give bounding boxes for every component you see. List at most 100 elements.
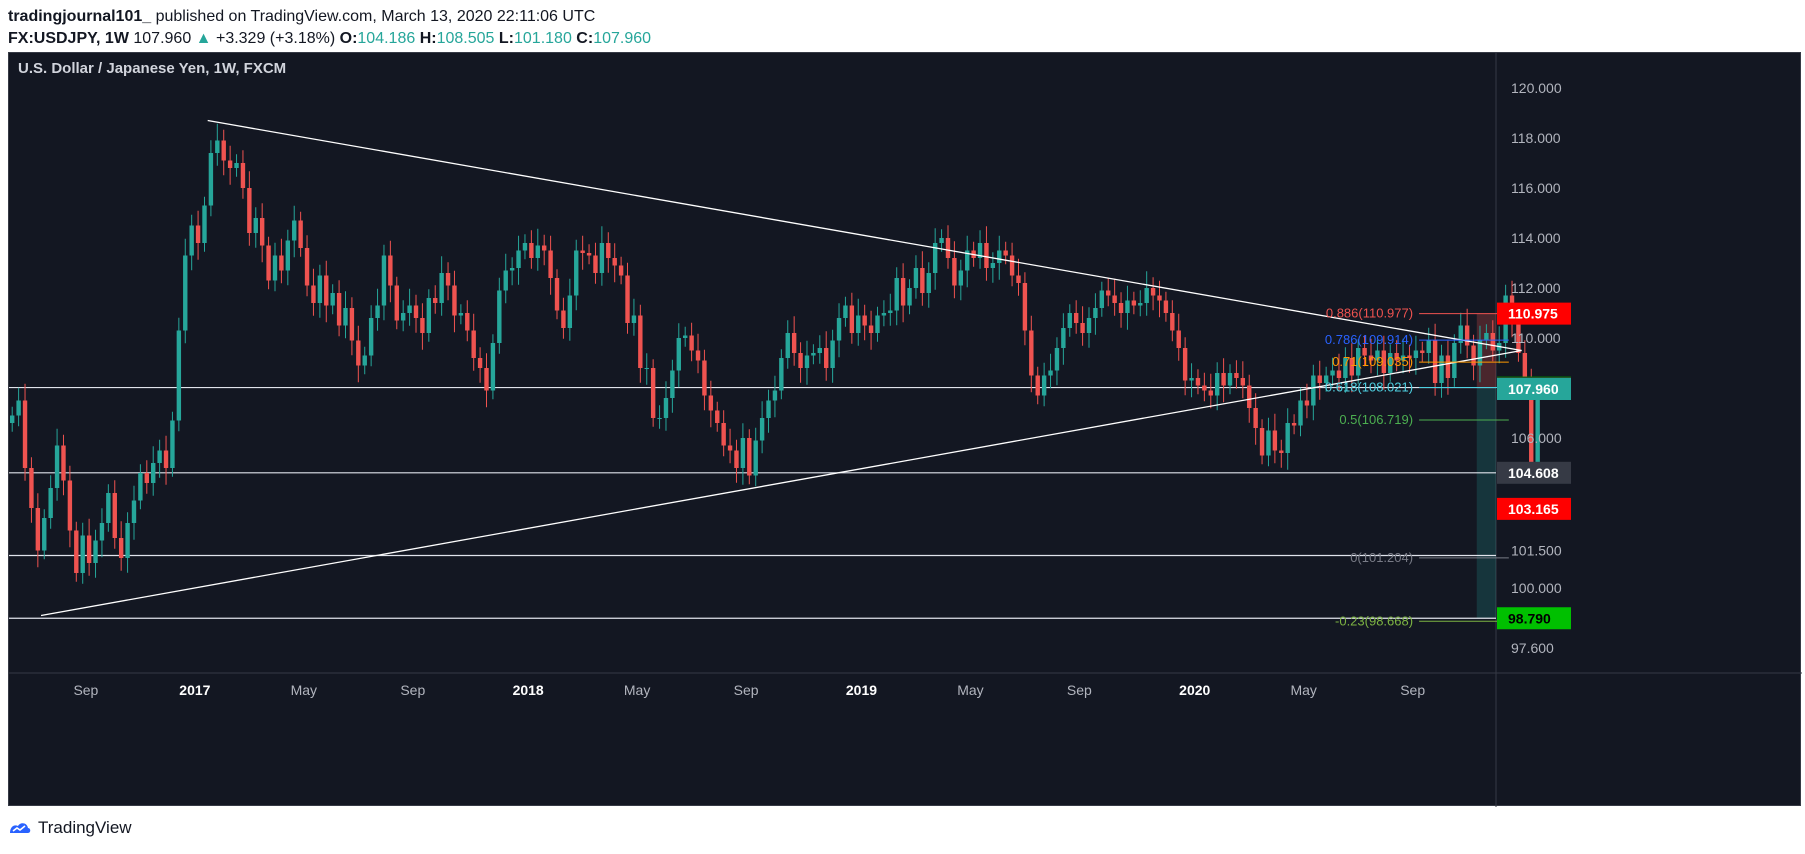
candle-body bbox=[785, 333, 790, 358]
candle-body bbox=[394, 285, 399, 321]
candle-body bbox=[1195, 378, 1201, 386]
open-value: 104.186 bbox=[357, 30, 416, 47]
publish-info: published on TradingView.com, March 13, … bbox=[155, 8, 596, 25]
x-tick-label: 2019 bbox=[846, 682, 877, 698]
candle-body bbox=[420, 318, 425, 333]
candle-body bbox=[1093, 308, 1098, 318]
candle-body bbox=[503, 270, 508, 291]
candle-body bbox=[791, 333, 797, 353]
candle-body bbox=[958, 270, 964, 286]
tradingview-logo-icon[interactable] bbox=[8, 820, 32, 836]
candle-body bbox=[407, 305, 412, 313]
fib-level-label: 0.5(106.719) bbox=[1339, 412, 1413, 427]
candle-body bbox=[202, 205, 207, 243]
candle-body bbox=[1016, 275, 1021, 283]
candle-body bbox=[574, 250, 579, 296]
candle-body bbox=[484, 368, 489, 391]
candle-body bbox=[1240, 378, 1246, 386]
candle-body bbox=[984, 243, 989, 268]
lower-triangle-line bbox=[40, 349, 1522, 617]
candle-body bbox=[689, 335, 694, 351]
candle-body bbox=[907, 288, 912, 306]
x-tick-label: May bbox=[957, 682, 983, 698]
candle-body bbox=[926, 273, 931, 293]
candle-body bbox=[1067, 313, 1072, 328]
chart-area[interactable]: U.S. Dollar / Japanese Yen, 1W, FXCM 0.8… bbox=[8, 52, 1802, 807]
candle-body bbox=[977, 243, 983, 258]
candle-body bbox=[10, 415, 15, 423]
candle-body bbox=[638, 315, 643, 368]
candle-body bbox=[650, 368, 656, 418]
candle-body bbox=[1516, 320, 1521, 353]
candle-body bbox=[913, 268, 919, 288]
candle-body bbox=[86, 535, 92, 563]
candle-body bbox=[849, 305, 855, 333]
candle-body bbox=[1535, 389, 1540, 468]
candle-body bbox=[1388, 353, 1393, 373]
candle-body bbox=[458, 313, 464, 316]
candle-body bbox=[824, 348, 829, 368]
candle-body bbox=[1317, 375, 1322, 383]
candle-body bbox=[112, 493, 117, 538]
candle-body bbox=[195, 225, 201, 243]
y-tick-label: 97.600 bbox=[1511, 640, 1554, 656]
candle-body bbox=[1330, 370, 1335, 376]
candle-body bbox=[811, 353, 816, 356]
candle-body bbox=[234, 163, 239, 168]
author-name[interactable]: tradingjournal101_ bbox=[8, 8, 152, 25]
low-value: 101.180 bbox=[514, 30, 572, 47]
x-tick-label: 2020 bbox=[1179, 682, 1210, 698]
candle-body bbox=[516, 250, 521, 268]
candle-body bbox=[509, 268, 515, 271]
candle-body bbox=[1138, 303, 1143, 306]
candle-body bbox=[413, 305, 419, 318]
candle-body bbox=[490, 343, 496, 391]
candle-body bbox=[843, 305, 848, 318]
candle-body bbox=[445, 273, 451, 286]
candle-body bbox=[1080, 323, 1085, 333]
candle-body bbox=[292, 220, 297, 241]
fib-level-label: 0(101.204) bbox=[1350, 550, 1413, 565]
candle-body bbox=[740, 438, 746, 468]
candle-body bbox=[1247, 385, 1252, 408]
candle-body bbox=[42, 518, 47, 551]
candle-body bbox=[131, 500, 137, 523]
candle-body bbox=[61, 445, 66, 481]
candle-body bbox=[888, 310, 893, 313]
position-reward-zone bbox=[1476, 387, 1496, 619]
candle-body bbox=[1291, 423, 1297, 426]
candle-body bbox=[1279, 450, 1284, 453]
candle-body bbox=[1304, 400, 1310, 406]
tradingview-brand[interactable]: TradingView bbox=[38, 818, 132, 837]
candle-body bbox=[1157, 295, 1162, 301]
candle-body bbox=[170, 420, 175, 468]
candle-body bbox=[965, 250, 970, 271]
candle-body bbox=[798, 353, 803, 368]
fib-level-label: 0.618(108.021) bbox=[1325, 379, 1413, 394]
candle-body bbox=[1150, 288, 1156, 296]
x-tick-label: Sep bbox=[1067, 682, 1092, 698]
candle-body bbox=[900, 278, 906, 306]
candle-body bbox=[183, 255, 188, 331]
candle-body bbox=[1458, 325, 1463, 343]
candle-body bbox=[1099, 290, 1105, 308]
candle-body bbox=[1003, 250, 1008, 256]
high-value: 108.505 bbox=[436, 30, 495, 47]
candle-body bbox=[1381, 350, 1387, 373]
price-label-text: 107.960 bbox=[1508, 381, 1559, 397]
candle-body bbox=[465, 313, 470, 331]
y-tick-label: 106.000 bbox=[1511, 430, 1562, 446]
candle-body bbox=[157, 450, 162, 463]
price-chart[interactable]: U.S. Dollar / Japanese Yen, 1W, FXCM 0.8… bbox=[9, 53, 1802, 807]
candle-body bbox=[433, 298, 438, 303]
candle-body bbox=[593, 255, 598, 273]
candle-body bbox=[683, 335, 688, 338]
candle-body bbox=[548, 250, 553, 278]
publish-header: tradingjournal101_ published on TradingV… bbox=[8, 6, 595, 28]
candle-body bbox=[1170, 313, 1175, 331]
candle-body bbox=[1125, 300, 1130, 313]
candle-body bbox=[631, 315, 637, 323]
y-tick-label: 110.000 bbox=[1511, 330, 1561, 346]
candle-body bbox=[1214, 373, 1220, 396]
candle-body bbox=[1413, 350, 1419, 358]
